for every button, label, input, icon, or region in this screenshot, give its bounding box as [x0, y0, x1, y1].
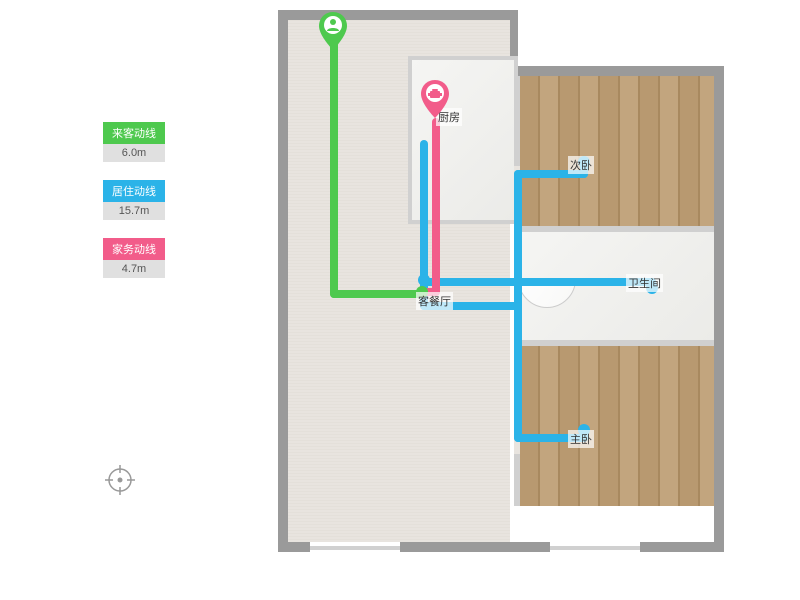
- legend: 来客动线 6.0m 居住动线 15.7m 家务动线 4.7m: [103, 122, 165, 296]
- wall-outer: [714, 66, 724, 552]
- path-chore: [432, 118, 440, 296]
- floor-plan: 厨房 客餐厅 次卧 卫生间 主卧: [270, 10, 730, 560]
- label-living: 客餐厅: [416, 292, 453, 310]
- room-bedroom1: [520, 346, 714, 506]
- label-bathroom: 卫生间: [626, 274, 663, 292]
- wall-inner: [520, 340, 714, 346]
- path-guest: [330, 290, 422, 298]
- legend-value-chore: 4.7m: [103, 260, 165, 278]
- label-bedroom1: 主卧: [568, 430, 594, 448]
- label-bedroom2: 次卧: [568, 156, 594, 174]
- legend-item-guest: 来客动线 6.0m: [103, 122, 165, 162]
- path-guest: [330, 32, 338, 298]
- legend-value-guest: 6.0m: [103, 144, 165, 162]
- legend-item-living: 居住动线 15.7m: [103, 180, 165, 220]
- path-end-dot: [418, 274, 430, 286]
- path-living: [514, 302, 522, 442]
- wall-outer: [278, 10, 518, 20]
- marker-entry: [318, 12, 348, 50]
- wall-inner: [520, 226, 714, 232]
- path-living: [420, 278, 656, 286]
- wall-outer: [514, 66, 724, 76]
- path-living: [514, 170, 522, 310]
- door-gap: [550, 546, 640, 550]
- legend-label-living: 居住动线: [103, 180, 165, 202]
- legend-label-chore: 家务动线: [103, 238, 165, 260]
- legend-item-chore: 家务动线 4.7m: [103, 238, 165, 278]
- door-gap: [310, 546, 400, 550]
- room-bedroom2: [520, 76, 714, 226]
- legend-label-guest: 来客动线: [103, 122, 165, 144]
- legend-value-living: 15.7m: [103, 202, 165, 220]
- compass-icon: [105, 465, 135, 495]
- marker-kitchen: [420, 80, 450, 118]
- wall-outer: [278, 10, 288, 550]
